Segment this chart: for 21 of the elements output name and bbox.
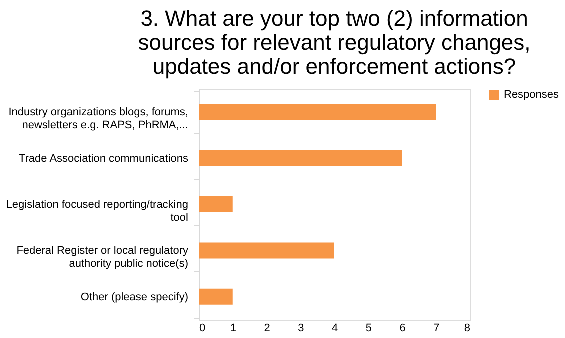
bar (199, 288, 233, 305)
x-tick-label: 3 (298, 322, 304, 334)
y-tick-label: Industry organizations blogs, forums, newsletters e.g. RAPS, PhRMA,... (8, 106, 188, 132)
bar (199, 196, 233, 212)
x-tick-label: 1 (230, 322, 236, 334)
y-tick-label: Other (please specify) (80, 291, 188, 304)
x-tick-label: 6 (400, 322, 406, 334)
bar (199, 150, 402, 166)
bar (199, 242, 334, 259)
x-tick-label: 8 (464, 322, 470, 334)
x-tick-label: 5 (366, 322, 372, 334)
legend-label: Responses (504, 89, 560, 101)
chart-title: 3. What are your top two (2) information sources for relevant regulatory changes, updates and/or enforcement actions? (138, 6, 531, 79)
x-tick-label: 7 (434, 322, 440, 334)
x-tick-label: 2 (264, 322, 270, 334)
x-tick-label: 4 (332, 322, 338, 334)
y-tick-label: Trade Association communications (18, 152, 189, 165)
bar (199, 104, 436, 120)
x-tick-label: 0 (200, 322, 206, 334)
y-tick-label: Legislation focused reporting/tracking tool (6, 199, 188, 224)
y-tick-label: Federal Register or local regulatory authority public notice(s) (16, 245, 189, 270)
